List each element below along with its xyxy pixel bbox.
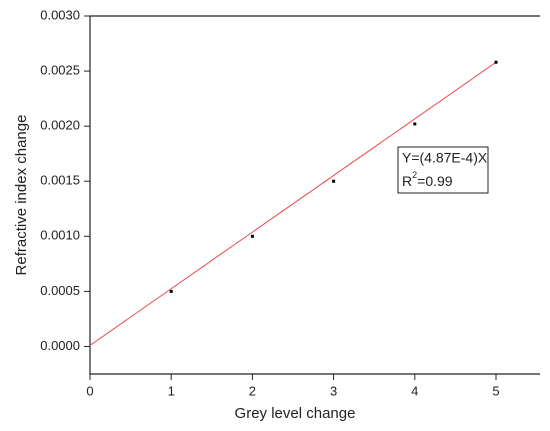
annotation: R <box>402 173 412 189</box>
y-tick-label: 0.0015 <box>40 173 80 188</box>
annotation: Y=(4.87E-4)X <box>402 150 488 166</box>
y-axis-label: Refractive index change <box>13 115 30 276</box>
point <box>250 234 254 238</box>
point <box>169 289 173 293</box>
point <box>332 179 336 183</box>
x-tick-label: 5 <box>492 383 499 398</box>
annotation: R2=0.99 <box>402 170 453 188</box>
x-tick-label: 1 <box>168 383 175 398</box>
y-tick-label: 0.0030 <box>40 7 80 22</box>
annotation-box <box>397 146 489 194</box>
y-tick-label: 0.0025 <box>40 63 80 78</box>
y-tick-label: 0.0010 <box>40 228 80 243</box>
y-tick-label: 0.0000 <box>40 338 80 353</box>
point <box>413 122 417 126</box>
x-axis-label: Grey level change <box>235 405 356 422</box>
x-tick-label: 3 <box>330 383 337 398</box>
fit-line <box>89 61 497 346</box>
point <box>494 60 498 64</box>
x-tick-label: 4 <box>411 383 418 398</box>
y-tick-label: 0.0005 <box>40 283 80 298</box>
x-tick-label: 0 <box>86 383 93 398</box>
annotation: 2 <box>412 170 417 180</box>
annotation: =0.99 <box>417 173 453 189</box>
x-tick-label: 2 <box>249 383 256 398</box>
y-tick-label: 0.0020 <box>40 118 80 133</box>
